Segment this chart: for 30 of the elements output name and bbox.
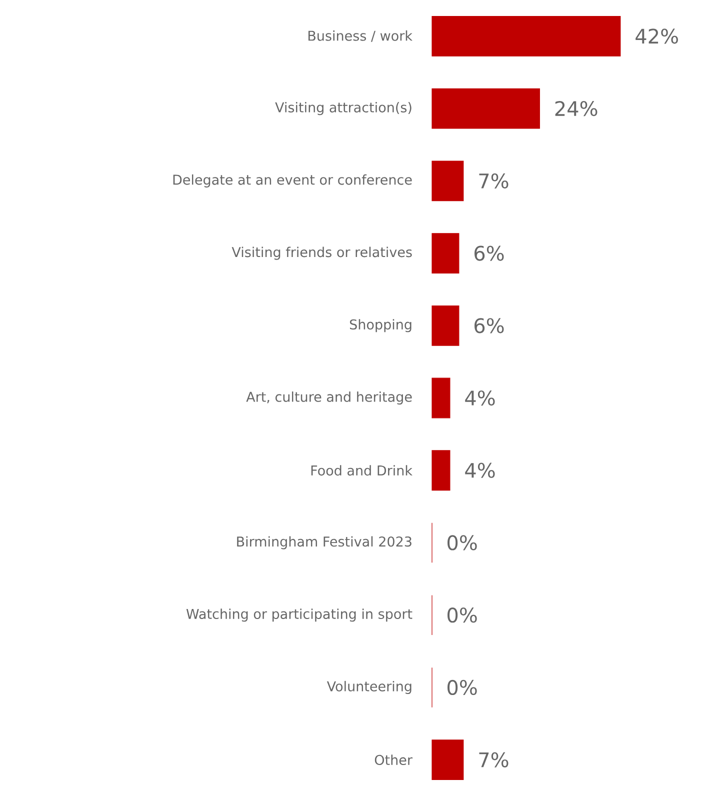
data-label: 7% [479,752,508,768]
y-tick-label: Other [374,754,412,766]
y-tick-label: Visiting attraction(s) [275,102,412,116]
y-tick-label: Volunteering [326,680,412,694]
data-label: 6% [474,318,504,334]
bar [432,740,464,780]
bar [432,305,460,346]
y-tick-label: Visiting friends or relatives [232,246,412,260]
data-label: 42% [636,28,678,44]
bar [432,378,450,418]
y-tick-label: Art, culture and heritage [246,391,412,405]
bar [432,16,621,56]
data-label: 0% [448,535,477,550]
data-label: 0% [448,680,477,696]
data-label: 7% [479,173,508,188]
bar [432,450,450,491]
data-label: 4% [465,390,495,406]
data-label: 4% [465,462,495,478]
data-label: 0% [448,608,477,623]
y-tick-label: Birmingham Festival 2023 [237,536,412,550]
y-tick-label: Shopping [350,319,412,332]
bar [432,233,460,274]
data-label: 24% [555,100,598,116]
y-tick-label: Food and Drink [311,465,412,476]
bar [432,160,464,202]
bar [432,88,540,129]
data-label: 6% [474,246,504,261]
y-tick-label: Business / work [308,30,412,42]
y-tick-label: Watching or participating in sport [186,608,412,622]
y-tick-label: Delegate at an event or conference [173,174,412,188]
